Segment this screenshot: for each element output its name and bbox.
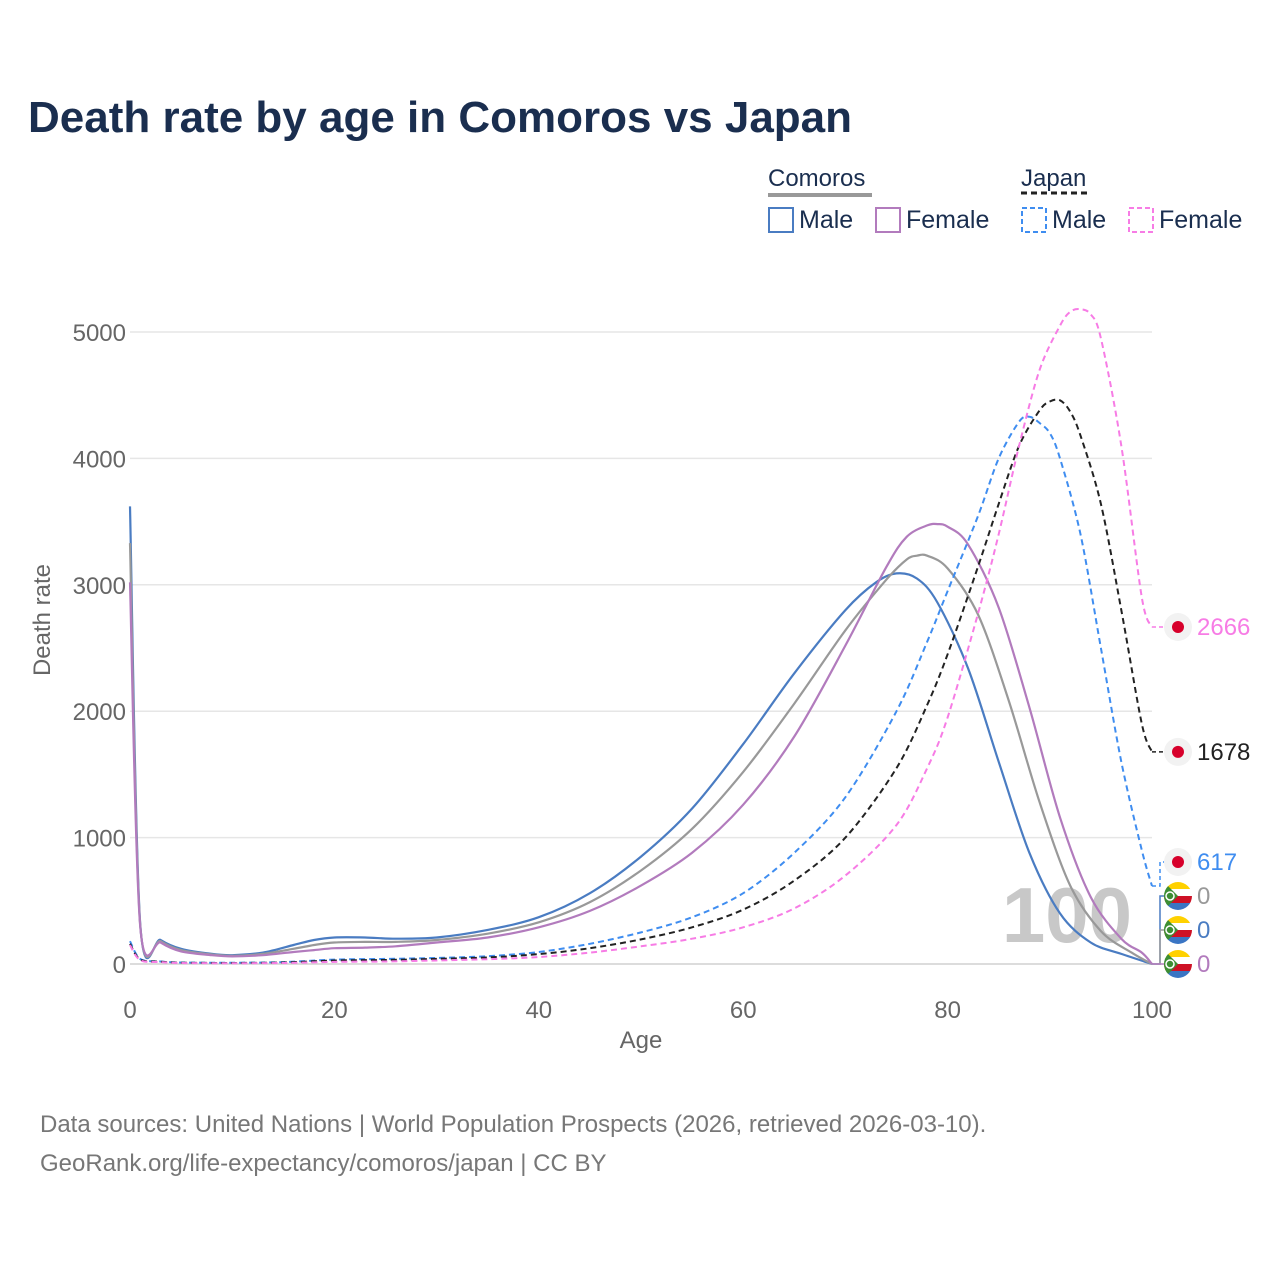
y-tick-label: 3000 <box>73 573 126 600</box>
grid-lines <box>130 331 1152 965</box>
x-tick-label: 60 <box>730 997 757 1024</box>
series-line-japan-female[interactable] <box>129 308 1153 965</box>
series-line-japan-male[interactable] <box>129 415 1153 964</box>
end-connector <box>1152 929 1164 965</box>
legend-swatch-japan-male[interactable] <box>1021 207 1047 233</box>
legend-swatch-comoros-female[interactable] <box>875 207 901 233</box>
japan-flag-icon <box>1164 737 1192 766</box>
x-tick-label: 80 <box>934 997 961 1024</box>
y-tick-label: 1000 <box>73 826 126 853</box>
source-line-2: GeoRank.org/life-expectancy/comoros/japa… <box>40 1150 607 1177</box>
legend-swatch-comoros-male[interactable] <box>768 207 794 233</box>
y-axis-ticks: 0 1000 2000 3000 4000 5000 <box>73 320 126 979</box>
year-watermark: 100 <box>1002 871 1132 959</box>
japan-flag-icon <box>1164 613 1192 641</box>
japan-flag-icon <box>1164 848 1192 876</box>
series-line-japan-both-sexes-[interactable] <box>129 398 1153 964</box>
comoros-flag-icon <box>1164 916 1192 944</box>
x-tick-label: 40 <box>525 997 552 1024</box>
end-value-label: 0 <box>1197 951 1210 978</box>
legend-group-japan: Japan <box>1021 165 1086 192</box>
x-axis-ticks: 0 20 40 60 80 100 <box>123 997 1172 1024</box>
end-value-label: 1678 <box>1197 739 1250 766</box>
end-connector <box>1152 861 1164 887</box>
comoros-flag-icon <box>1164 882 1192 910</box>
end-value-label: 2666 <box>1197 614 1250 641</box>
legend-label-japan-female: Female <box>1159 206 1242 234</box>
end-value-label: 617 <box>1197 849 1237 876</box>
y-tick-label: 5000 <box>73 320 126 347</box>
legend-label-comoros-female: Female <box>906 206 989 234</box>
end-markers: 2666 1678 617 0 0 0 <box>1152 613 1250 978</box>
x-tick-label: 20 <box>321 997 348 1024</box>
x-axis-title: Age <box>620 1027 663 1054</box>
y-tick-label: 0 <box>113 952 126 979</box>
series-line-comoros-female[interactable] <box>128 522 1153 965</box>
series-lines <box>128 308 1153 966</box>
source-line-1: Data sources: United Nations | World Pop… <box>40 1111 986 1138</box>
comoros-flag-icon <box>1164 950 1192 978</box>
end-value-label: 0 <box>1197 917 1210 944</box>
series-line-comoros-male[interactable] <box>128 506 1153 966</box>
legend-swatch-japan-female[interactable] <box>1128 207 1154 233</box>
legend-label-japan-male: Male <box>1052 206 1106 234</box>
y-tick-label: 2000 <box>73 699 126 726</box>
legend-group-comoros: Comoros <box>768 165 865 192</box>
y-axis-title: Death rate <box>29 564 56 676</box>
x-tick-label: 0 <box>123 997 136 1024</box>
legend: Comoros Japan Male Female Male Female <box>768 165 1242 234</box>
y-tick-label: 4000 <box>73 446 126 473</box>
x-tick-label: 100 <box>1132 997 1172 1024</box>
end-value-label: 0 <box>1197 883 1210 910</box>
chart-title: Death rate by age in Comoros vs Japan <box>28 93 852 142</box>
legend-label-comoros-male: Male <box>799 206 853 234</box>
